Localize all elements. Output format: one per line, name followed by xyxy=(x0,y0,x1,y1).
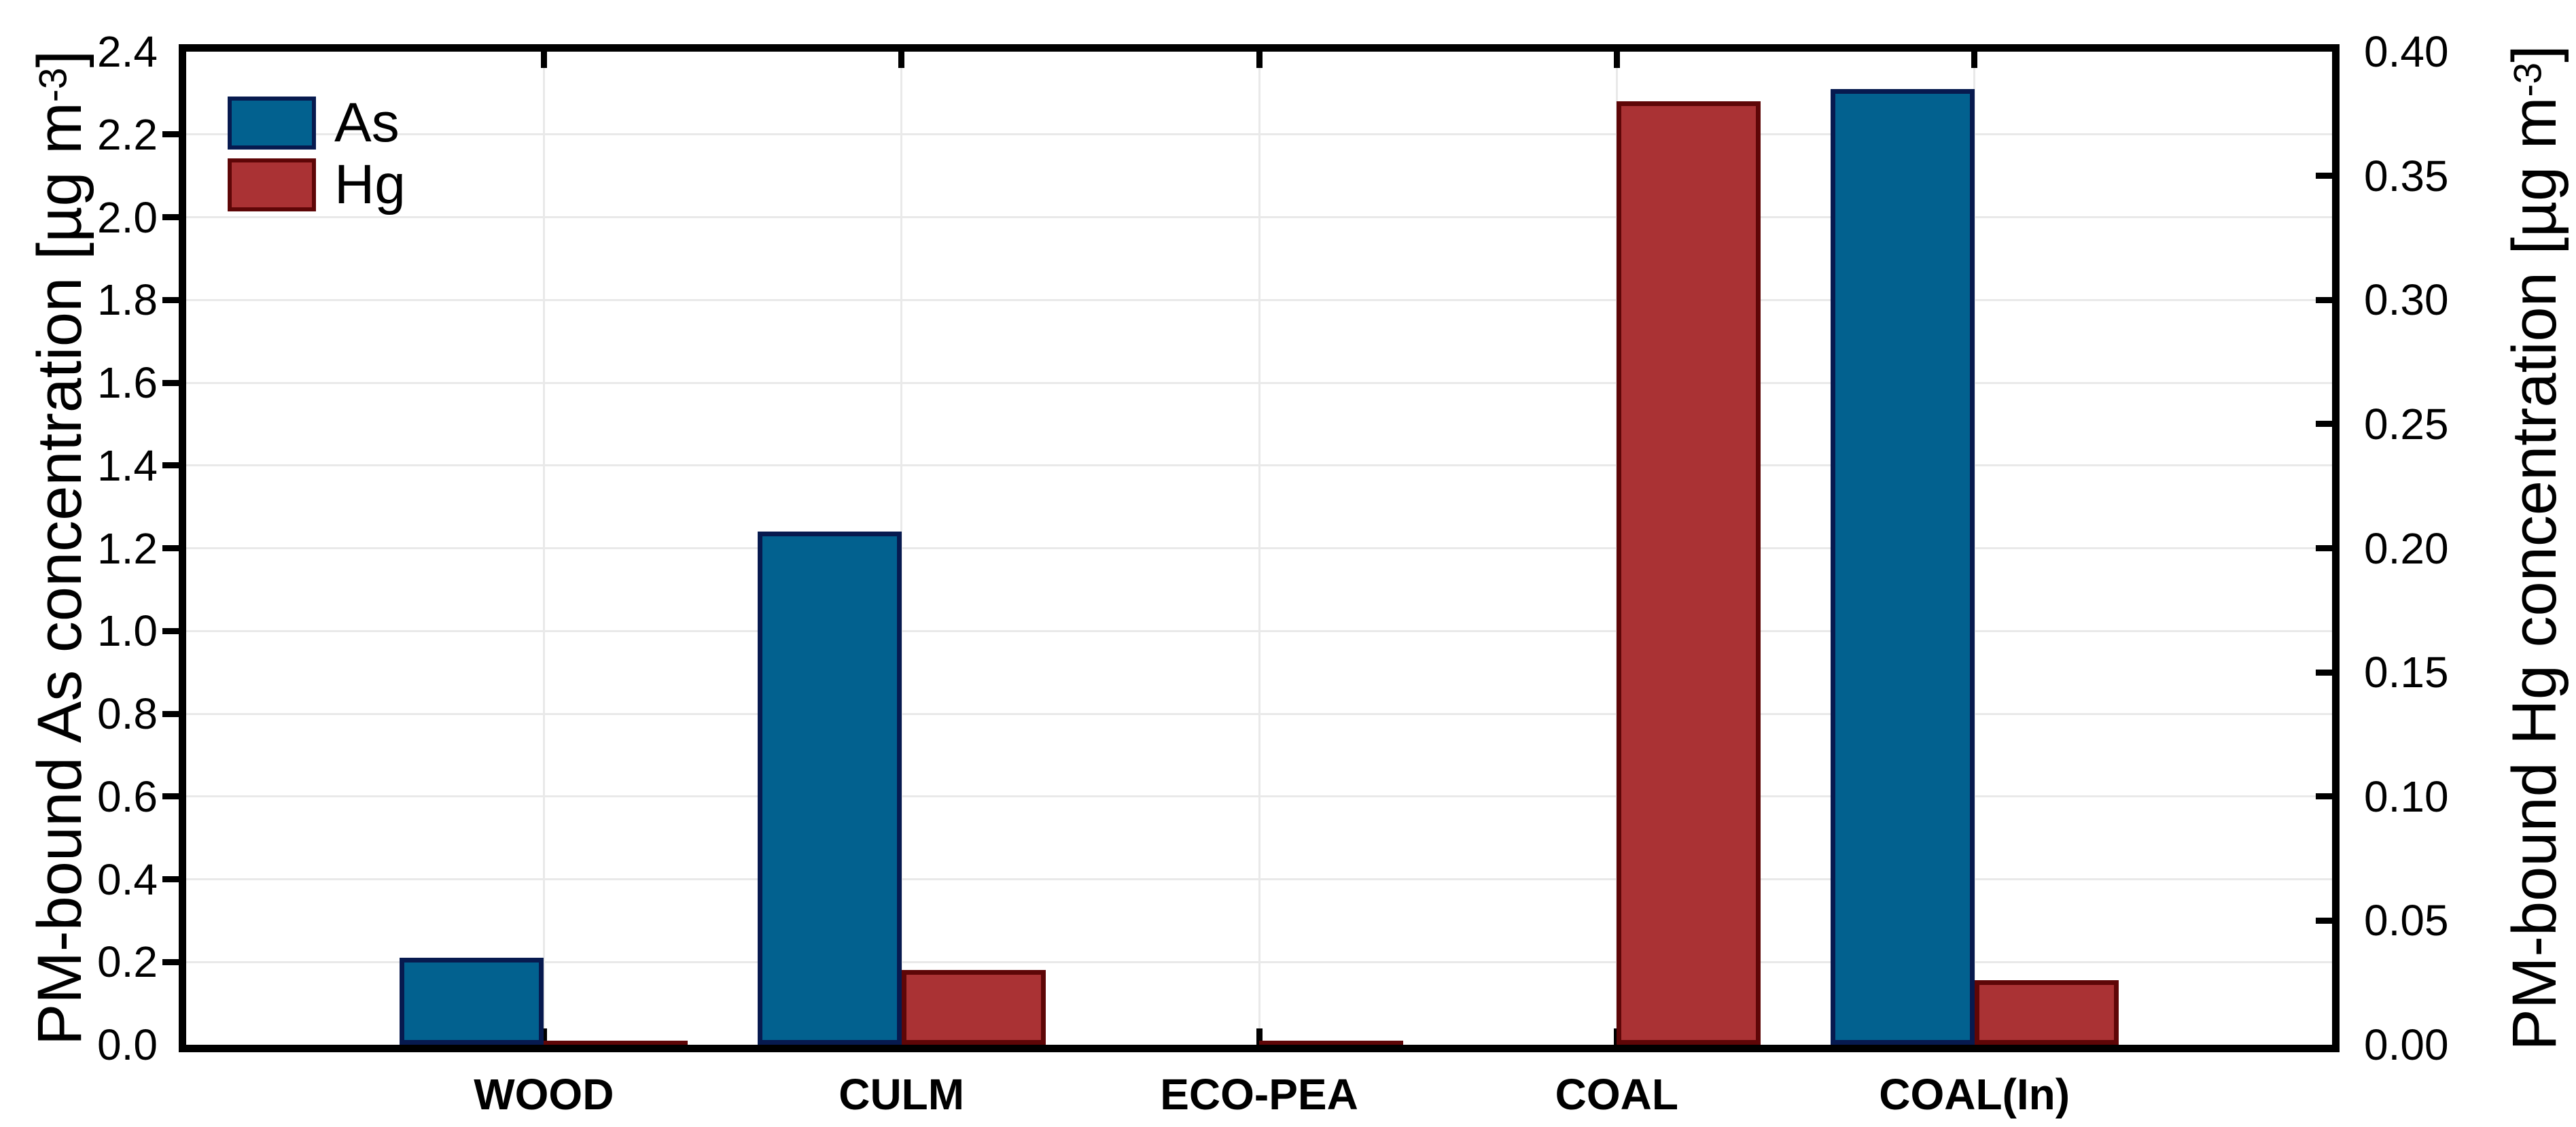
bar-hg-coal xyxy=(1617,101,1761,1045)
gridline-vertical xyxy=(1973,52,1976,1045)
right-axis-tick-label: 0.40 xyxy=(2364,27,2449,76)
bar-as-wood xyxy=(400,958,544,1045)
right-axis-tick-label: 0.30 xyxy=(2364,275,2449,325)
legend-label-hg: Hg xyxy=(334,154,406,215)
legend-label-as: As xyxy=(334,92,400,154)
right-axis-tick-label: 0.05 xyxy=(2364,896,2449,946)
plot-inner xyxy=(186,52,2332,1045)
bar-hg-wood xyxy=(544,1041,688,1045)
left-axis-tick xyxy=(162,958,179,965)
x-category-label: CULM xyxy=(839,1070,965,1119)
right-axis-title-text: PM-bound Hg concentration [µg m xyxy=(2500,97,2569,1051)
top-axis-tick xyxy=(1971,52,1978,68)
right-axis-title-superscript: -3 xyxy=(2506,62,2550,97)
top-axis-tick xyxy=(898,52,905,68)
right-axis-tick xyxy=(2316,669,2332,676)
left-axis-tick-label: 1.0 xyxy=(97,606,158,656)
left-axis-tick-label: 2.2 xyxy=(97,109,158,159)
legend-swatch-hg xyxy=(228,158,316,211)
left-axis-tick-label: 1.8 xyxy=(97,275,158,325)
bar-hg-coal(in) xyxy=(1974,980,2119,1045)
left-axis-title-text: PM-bound As concentration [µg m xyxy=(25,102,94,1046)
left-axis-tick xyxy=(162,793,179,800)
bottom-axis-tick xyxy=(1256,1028,1263,1045)
right-axis-tick-label: 0.20 xyxy=(2364,523,2449,573)
top-axis-tick xyxy=(540,52,547,68)
gridline-vertical xyxy=(542,52,545,1045)
left-axis-tick xyxy=(162,545,179,551)
left-axis-tick-label: 0.6 xyxy=(97,771,158,821)
left-axis-tick-label: 0.4 xyxy=(97,854,158,904)
bottom-axis-tick xyxy=(540,1028,547,1045)
right-axis-title-close: ] xyxy=(2500,45,2569,63)
bar-hg-culm xyxy=(901,970,1046,1045)
left-axis-title-close: ] xyxy=(25,50,94,68)
right-axis-tick xyxy=(2316,421,2332,428)
right-axis-tick-label: 0.10 xyxy=(2364,771,2449,821)
gridline-vertical xyxy=(1258,52,1260,1045)
bar-as-coal(in) xyxy=(1830,89,1975,1045)
left-axis-tick xyxy=(162,296,179,303)
top-axis-tick xyxy=(1613,52,1620,68)
left-axis-tick xyxy=(162,214,179,220)
left-axis-tick xyxy=(162,876,179,882)
left-axis-tick-label: 1.4 xyxy=(97,440,158,490)
x-category-label: ECO-PEA xyxy=(1160,1070,1358,1119)
left-axis-tick xyxy=(162,627,179,634)
right-axis-tick xyxy=(2316,296,2332,303)
right-axis-tick-label: 0.35 xyxy=(2364,151,2449,201)
x-category-label: WOOD xyxy=(474,1070,614,1119)
right-axis-tick xyxy=(2316,545,2332,551)
left-axis-title-superscript: -3 xyxy=(31,67,75,103)
right-axis-tick-label: 0.25 xyxy=(2364,399,2449,449)
right-axis-tick xyxy=(2316,173,2332,179)
left-axis-tick-label: 0.2 xyxy=(97,937,158,987)
right-axis-tick xyxy=(2316,917,2332,924)
left-axis-tick-label: 2.4 xyxy=(97,27,158,76)
left-axis-tick xyxy=(162,462,179,469)
right-axis-tick-label: 0.15 xyxy=(2364,648,2449,697)
legend-swatch-as xyxy=(228,97,316,150)
left-axis-tick-label: 0.0 xyxy=(97,1020,158,1069)
right-axis-title: PM-bound Hg concentration [µg m-3] xyxy=(2500,45,2569,1051)
left-axis-tick-label: 0.8 xyxy=(97,689,158,738)
right-axis-tick xyxy=(2316,793,2332,800)
left-axis-tick-label: 1.2 xyxy=(97,523,158,573)
bar-hg-eco-pea xyxy=(1259,1041,1403,1045)
left-axis-tick-label: 1.6 xyxy=(97,358,158,407)
left-axis-tick xyxy=(162,710,179,717)
left-axis-tick xyxy=(162,131,179,138)
bar-as-culm xyxy=(757,532,902,1045)
right-axis-tick-label: 0.00 xyxy=(2364,1020,2449,1069)
plot-area xyxy=(179,44,2340,1052)
top-axis-tick xyxy=(1256,52,1263,68)
gridline-vertical xyxy=(900,52,903,1045)
x-category-label: COAL xyxy=(1555,1070,1678,1119)
left-axis-tick xyxy=(162,379,179,386)
left-axis-tick-label: 2.0 xyxy=(97,192,158,242)
left-axis-title: PM-bound As concentration [µg m-3] xyxy=(25,50,94,1045)
x-category-label: COAL(In) xyxy=(1879,1070,2070,1119)
